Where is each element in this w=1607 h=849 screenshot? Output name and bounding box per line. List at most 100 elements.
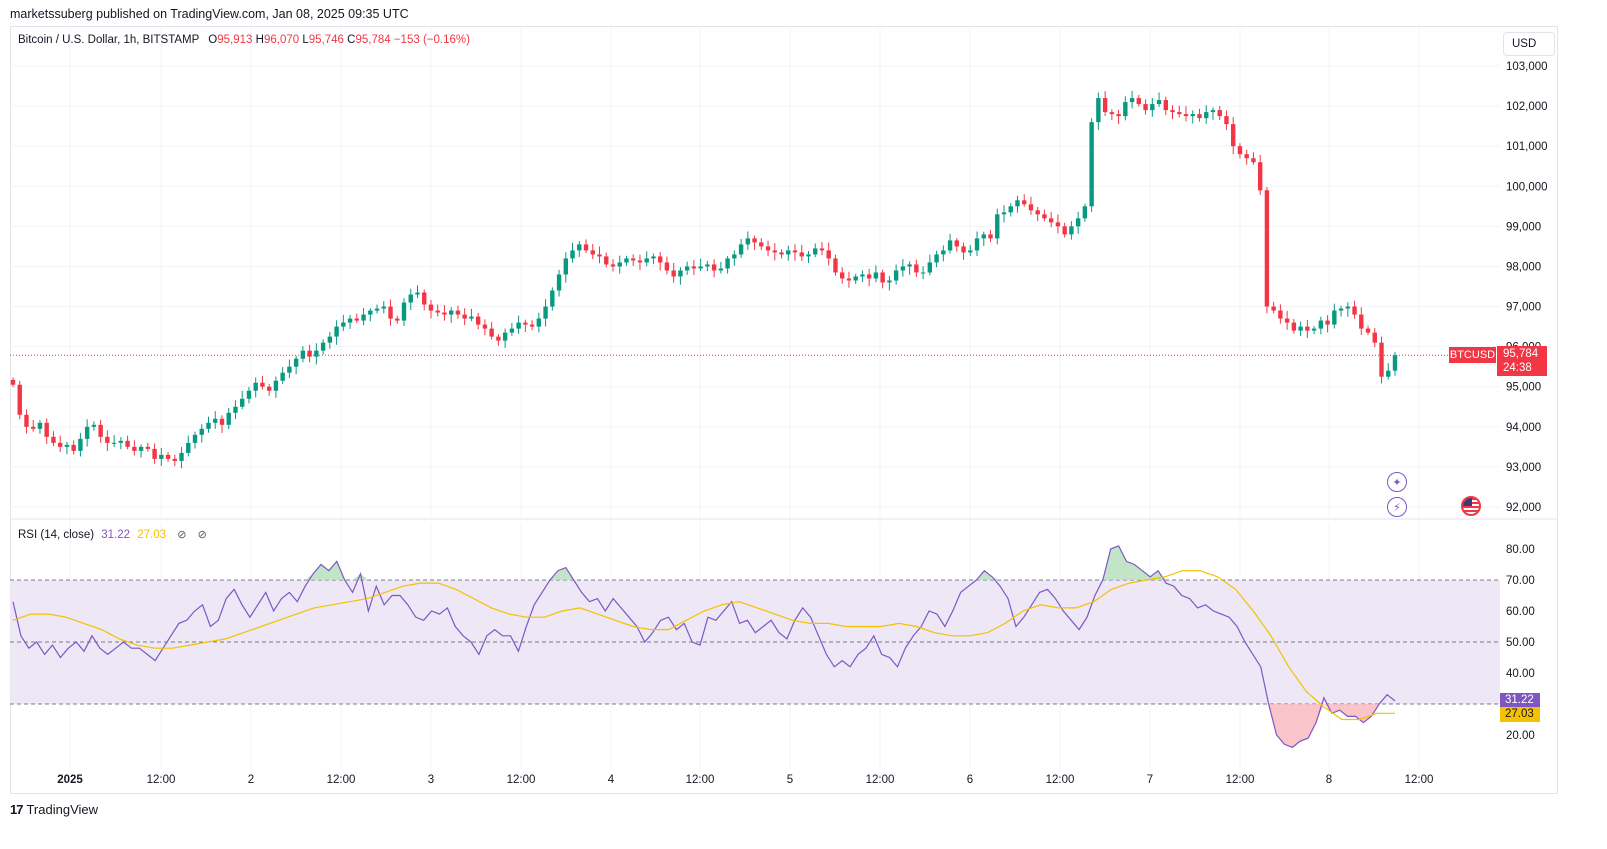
candle-body xyxy=(738,244,744,255)
tradingview-logo[interactable]: 17 TradingView xyxy=(10,802,98,817)
candle-body xyxy=(226,412,231,425)
candle-body xyxy=(583,244,589,251)
candle-body xyxy=(597,254,602,257)
price-axis-label: 92,000 xyxy=(1506,502,1541,514)
price-axis-label: 97,000 xyxy=(1506,302,1541,314)
rsi-ma-value-tag: 27.03 xyxy=(1500,707,1540,723)
candle-body xyxy=(631,258,636,261)
price-axis-label: 100,000 xyxy=(1506,181,1548,193)
candle-body xyxy=(604,256,609,265)
candle-body xyxy=(1231,124,1236,147)
candle-body xyxy=(732,254,737,259)
candle-body xyxy=(866,274,872,279)
currency-button[interactable]: USD xyxy=(1503,32,1555,56)
candle-body xyxy=(718,268,724,271)
rsi-ma-line xyxy=(12,570,1395,721)
candle-body xyxy=(900,266,906,271)
candle-body xyxy=(981,234,986,239)
candle-body xyxy=(819,248,825,251)
candle-body xyxy=(84,426,90,439)
candle-body xyxy=(1251,158,1256,163)
rsi-axis-label: 70.00 xyxy=(1506,575,1535,587)
candle-body xyxy=(974,238,980,251)
lightning-icon[interactable]: ⚡ xyxy=(1387,497,1407,517)
candle-body xyxy=(833,258,838,273)
candle-body xyxy=(260,382,265,387)
candle-body xyxy=(422,292,427,305)
candle-body xyxy=(1035,210,1040,215)
symbol-legend: Bitcoin / U.S. Dollar, 1h, BITSTAMP O95,… xyxy=(18,34,470,46)
time-axis-label: 12:00 xyxy=(1046,774,1075,786)
candle-body xyxy=(806,254,811,257)
candle-body xyxy=(37,422,43,429)
candle-body xyxy=(1143,104,1148,111)
candle-body xyxy=(759,242,764,247)
candle-body xyxy=(1048,218,1054,223)
candle-body xyxy=(792,250,798,253)
candle-body xyxy=(307,350,312,357)
candle-body xyxy=(1150,104,1155,111)
sparkle-icon[interactable]: ✦ xyxy=(1387,472,1407,492)
open-label: O xyxy=(208,34,218,46)
candle-body xyxy=(772,250,777,253)
candle-body xyxy=(934,254,939,263)
candle-body xyxy=(1177,112,1182,115)
candle-body xyxy=(1028,204,1034,211)
candle-body xyxy=(887,280,892,283)
candle-body xyxy=(395,318,400,321)
candle-body xyxy=(961,246,966,253)
rsi-axis-label: 20.00 xyxy=(1506,730,1535,742)
candle-body xyxy=(287,366,292,373)
rsi-axis-label: 80.00 xyxy=(1506,544,1535,556)
candle-body xyxy=(475,316,481,325)
candle-body xyxy=(563,258,568,275)
candle-body xyxy=(199,428,204,435)
time-axis-label: 2025 xyxy=(57,774,83,786)
candle-body xyxy=(206,422,211,429)
candle-body xyxy=(813,248,818,255)
last-price-tag: 95,784 24:38 xyxy=(1497,346,1547,377)
time-axis-label: 12:00 xyxy=(327,774,356,786)
candle-body xyxy=(64,444,70,447)
price-axis-label: 103,000 xyxy=(1506,61,1548,73)
close-label: C xyxy=(347,34,356,46)
open-value: 95,913 xyxy=(217,34,253,46)
candle-body xyxy=(1001,212,1007,215)
candle-body xyxy=(799,252,804,257)
time-axis-label: 12:00 xyxy=(507,774,536,786)
candle-body xyxy=(401,302,407,321)
candle-body xyxy=(1305,326,1310,331)
candle-body xyxy=(1156,100,1162,105)
rsi-value: 31.22 xyxy=(101,529,131,541)
candle-body xyxy=(1136,98,1142,105)
price-axis-label: 94,000 xyxy=(1506,422,1541,434)
candle-body xyxy=(293,358,299,367)
visibility-off-icon[interactable]: ⊘ xyxy=(177,529,187,541)
candle-body xyxy=(111,442,117,444)
price-axis-label: 102,000 xyxy=(1506,101,1548,113)
candle-body xyxy=(266,386,272,391)
visibility-off-icon[interactable]: ⊘ xyxy=(197,529,207,541)
candle-body xyxy=(624,258,629,263)
candle-body xyxy=(509,328,515,333)
candle-body xyxy=(1069,226,1074,235)
candle-body xyxy=(846,278,852,281)
rsi-overbought-fill xyxy=(13,545,1395,580)
candle-body xyxy=(186,442,191,453)
candle-body xyxy=(31,426,36,429)
candle-body xyxy=(10,379,16,385)
candle-body xyxy=(57,442,63,447)
rsi-line xyxy=(12,545,1396,749)
candle-body xyxy=(1271,306,1276,311)
published-header: marketssuberg published on TradingView.c… xyxy=(10,7,409,21)
candle-body xyxy=(78,438,83,451)
candle-body xyxy=(590,250,595,255)
us-flag-icon[interactable] xyxy=(1461,496,1481,516)
candle-body xyxy=(71,444,76,451)
candle-body xyxy=(280,372,285,381)
candle-body xyxy=(44,422,49,437)
time-axis-label: 4 xyxy=(608,774,615,786)
candle-body xyxy=(968,250,973,253)
symbol-name: Bitcoin / U.S. Dollar, 1h, BITSTAMP xyxy=(18,34,200,46)
